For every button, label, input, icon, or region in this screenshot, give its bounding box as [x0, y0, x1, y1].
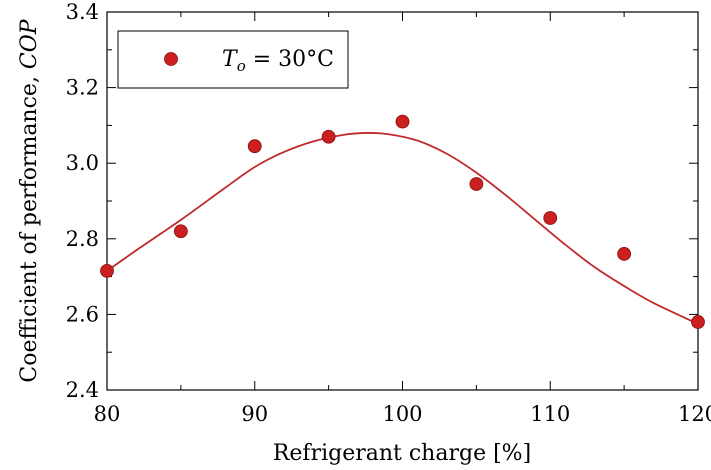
legend-symbol: T	[222, 47, 239, 72]
axis-ticks	[106, 11, 699, 391]
y-tick-label: 2.6	[66, 302, 99, 326]
legend: To = 30°C	[117, 30, 349, 89]
data-point	[247, 139, 262, 154]
data-point	[469, 177, 484, 191]
x-tick-label: 100	[382, 402, 422, 426]
legend-subscript: o	[237, 57, 246, 75]
data-point	[321, 129, 336, 144]
legend-box	[117, 30, 349, 89]
y-tick-label: 2.8	[66, 227, 99, 251]
y-tick-label: 3.4	[66, 0, 99, 24]
tick-labels: 80 90 100 110 120 2.4 2.6 2.8 3.0 3.2 3.4	[66, 0, 711, 426]
x-tick-label: 110	[530, 402, 570, 426]
x-tick-label: 80	[94, 402, 121, 426]
y-axis-title-italic: COP	[17, 18, 42, 69]
data-point	[395, 114, 410, 129]
y-axis-title: Coefficient of performance, COP	[17, 18, 42, 382]
y-tick-label: 2.4	[66, 378, 99, 402]
y-tick-label: 3.2	[66, 76, 99, 100]
data-points	[100, 114, 705, 329]
data-point	[617, 247, 632, 261]
x-tick-label: 90	[241, 402, 268, 426]
fit-curve	[106, 132, 699, 325]
data-point	[543, 211, 558, 225]
legend-label: To = 30°C	[222, 47, 334, 75]
y-axis-title-prefix: Coefficient of performance,	[17, 69, 42, 383]
data-point	[691, 315, 705, 329]
x-axis-title: Refrigerant charge [%]	[273, 441, 531, 466]
legend-suffix: = 30°C	[246, 47, 334, 72]
legend-marker	[164, 52, 178, 66]
data-point	[100, 264, 114, 278]
data-point	[173, 224, 188, 239]
x-tick-label: 120	[678, 402, 711, 426]
y-tick-label: 3.0	[66, 151, 99, 175]
